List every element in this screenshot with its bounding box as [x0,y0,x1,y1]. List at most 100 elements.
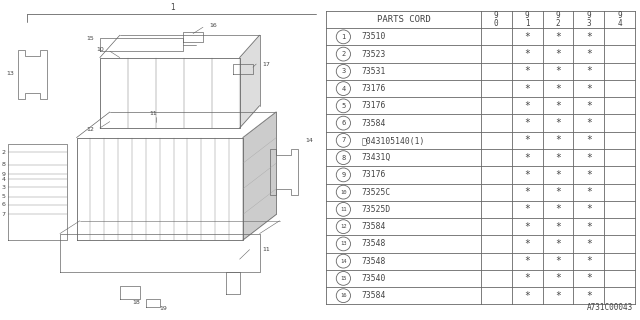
Text: 13: 13 [6,71,15,76]
Text: 15: 15 [86,36,93,41]
Text: 6: 6 [2,202,6,207]
Text: *: * [555,135,561,145]
Text: *: * [555,222,561,232]
Text: 73548: 73548 [362,257,387,266]
Text: *: * [586,239,592,249]
Text: 7: 7 [2,212,6,217]
Text: 73525C: 73525C [362,188,391,196]
Text: *: * [555,101,561,111]
Text: *: * [555,239,561,249]
Text: Ⓞ043105140(1): Ⓞ043105140(1) [362,136,426,145]
Text: 9
1: 9 1 [525,11,529,28]
Text: 73584: 73584 [362,222,387,231]
Text: 17: 17 [262,61,270,67]
Text: 19: 19 [159,306,167,311]
Text: *: * [555,291,561,301]
Text: *: * [555,153,561,163]
Text: 7: 7 [341,137,346,143]
Text: 10: 10 [340,190,347,195]
Text: 73523: 73523 [362,50,387,59]
Text: 9: 9 [2,172,6,177]
Text: *: * [586,84,592,94]
Text: *: * [586,187,592,197]
Text: 5: 5 [2,194,6,199]
Text: *: * [555,32,561,42]
Text: *: * [524,66,530,76]
Text: *: * [586,204,592,214]
Text: *: * [524,204,530,214]
Text: 1: 1 [171,4,175,12]
Text: 73525D: 73525D [362,205,391,214]
Text: *: * [586,32,592,42]
Text: 16: 16 [209,23,217,28]
Text: 73584: 73584 [362,291,387,300]
Text: 8: 8 [2,162,6,167]
Text: *: * [586,66,592,76]
Text: 9
4: 9 4 [618,11,622,28]
Text: 14: 14 [340,259,347,264]
Text: 73548: 73548 [362,239,387,248]
Text: *: * [555,84,561,94]
Text: 6: 6 [341,120,346,126]
Text: 11: 11 [340,207,347,212]
Text: 8: 8 [341,155,346,161]
Text: 12: 12 [86,127,94,132]
Text: *: * [524,153,530,163]
Text: 73176: 73176 [362,170,387,180]
Text: *: * [555,273,561,284]
Text: *: * [524,101,530,111]
Text: 73540: 73540 [362,274,387,283]
Text: 73510: 73510 [362,32,387,41]
Text: *: * [524,187,530,197]
Text: *: * [524,170,530,180]
Text: 2: 2 [341,51,346,57]
Polygon shape [239,35,260,128]
Text: *: * [586,101,592,111]
Text: *: * [524,273,530,284]
Text: *: * [524,222,530,232]
Text: 2: 2 [2,149,6,155]
Text: 16: 16 [340,293,347,298]
Text: 14: 14 [305,138,314,143]
Text: *: * [586,170,592,180]
Text: *: * [586,118,592,128]
Text: *: * [555,49,561,59]
Text: *: * [524,84,530,94]
Text: *: * [524,118,530,128]
Text: *: * [586,153,592,163]
Text: A731C00043: A731C00043 [588,303,634,312]
Text: 73531: 73531 [362,67,387,76]
Text: 11: 11 [149,111,157,116]
Text: *: * [586,273,592,284]
Text: 1: 1 [341,34,346,40]
Text: 15: 15 [340,276,347,281]
Text: *: * [555,187,561,197]
Text: *: * [524,239,530,249]
Text: 12: 12 [340,224,347,229]
Text: *: * [524,256,530,266]
Text: *: * [586,291,592,301]
Text: 4: 4 [341,86,346,92]
Text: *: * [586,256,592,266]
Text: 13: 13 [340,241,347,246]
Text: *: * [524,49,530,59]
Polygon shape [243,112,276,240]
Text: 73584: 73584 [362,119,387,128]
Text: *: * [555,170,561,180]
Text: 11: 11 [262,247,270,252]
Text: *: * [524,291,530,301]
Text: 10: 10 [96,47,104,52]
Text: *: * [555,204,561,214]
Text: 9: 9 [341,172,346,178]
Text: PARTS CORD: PARTS CORD [377,15,431,24]
Text: 9
3: 9 3 [587,11,591,28]
Text: 73431Q: 73431Q [362,153,391,162]
Text: 3: 3 [2,185,6,190]
Text: *: * [555,256,561,266]
Text: 73176: 73176 [362,101,387,110]
Text: *: * [555,66,561,76]
Text: 9
0: 9 0 [494,11,499,28]
Text: 5: 5 [341,103,346,109]
Text: *: * [524,32,530,42]
Text: 18: 18 [132,300,140,305]
